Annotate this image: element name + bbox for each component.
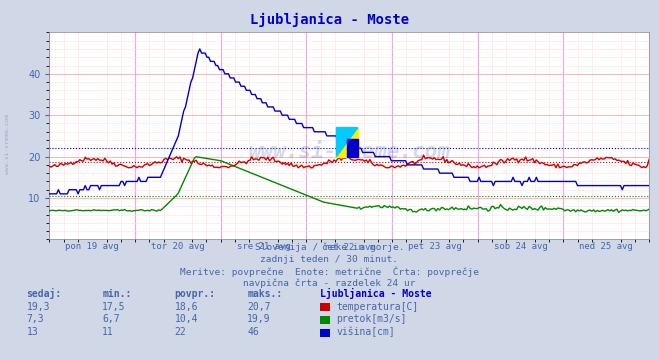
Text: 18,6: 18,6 [175, 302, 198, 312]
Text: temperatura[C]: temperatura[C] [336, 302, 418, 312]
Text: 22: 22 [175, 327, 186, 337]
Text: www.si-vreme.com: www.si-vreme.com [248, 143, 450, 162]
Text: 7,3: 7,3 [26, 314, 44, 324]
Text: Ljubljanica - Moste: Ljubljanica - Moste [320, 288, 431, 299]
Text: pretok[m3/s]: pretok[m3/s] [336, 314, 407, 324]
Text: 46: 46 [247, 327, 259, 337]
Text: 10,4: 10,4 [175, 314, 198, 324]
Text: 13: 13 [26, 327, 38, 337]
Text: 11: 11 [102, 327, 114, 337]
Text: 19,9: 19,9 [247, 314, 271, 324]
Text: 20,7: 20,7 [247, 302, 271, 312]
Text: Slovenija / reke in morje.: Slovenija / reke in morje. [255, 243, 404, 252]
Text: 19,3: 19,3 [26, 302, 50, 312]
Text: 6,7: 6,7 [102, 314, 120, 324]
Text: višina[cm]: višina[cm] [336, 327, 395, 337]
Text: Ljubljanica - Moste: Ljubljanica - Moste [250, 13, 409, 27]
Polygon shape [337, 128, 358, 157]
Text: Meritve: povprečne  Enote: metrične  Črta: povprečje: Meritve: povprečne Enote: metrične Črta:… [180, 267, 479, 277]
Text: navpična črta - razdelek 24 ur: navpična črta - razdelek 24 ur [243, 279, 416, 288]
Text: povpr.:: povpr.: [175, 289, 215, 299]
Text: sedaj:: sedaj: [26, 288, 61, 299]
Polygon shape [337, 128, 358, 157]
Text: maks.:: maks.: [247, 289, 282, 299]
Polygon shape [347, 139, 358, 157]
Text: www.si-vreme.com: www.si-vreme.com [5, 114, 11, 174]
Text: 17,5: 17,5 [102, 302, 126, 312]
Text: zadnji teden / 30 minut.: zadnji teden / 30 minut. [260, 255, 399, 264]
Text: min.:: min.: [102, 289, 132, 299]
